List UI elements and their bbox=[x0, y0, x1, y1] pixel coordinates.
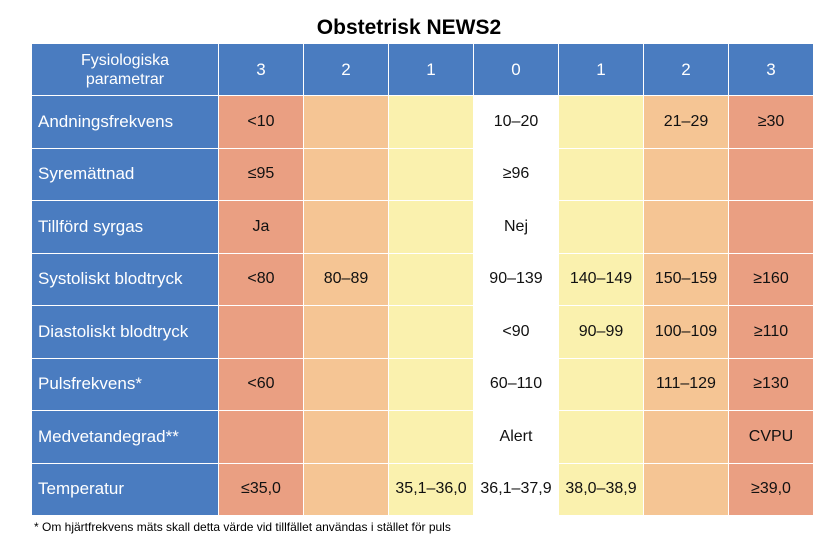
table-cell: CVPU bbox=[728, 410, 814, 464]
table-cell bbox=[303, 357, 389, 411]
table-cell bbox=[388, 410, 474, 464]
parameter-label: Medvetandegrad** bbox=[31, 410, 219, 464]
table-cell: ≤95 bbox=[218, 147, 304, 201]
table-cell: ≥110 bbox=[728, 305, 814, 359]
table-row: Andningsfrekvens <10 10–20 21–29 ≥30 bbox=[31, 95, 814, 149]
table-row: Pulsfrekvens* <60 60–110 111–129 ≥130 bbox=[31, 357, 814, 411]
table-cell: 21–29 bbox=[643, 95, 729, 149]
table-cell: 36,1–37,9 bbox=[473, 462, 559, 516]
table-cell bbox=[558, 357, 644, 411]
table-cell: 100–109 bbox=[643, 305, 729, 359]
table-cell: ≥130 bbox=[728, 357, 814, 411]
parameter-label: Tillförd syrgas bbox=[31, 200, 219, 254]
table-cell bbox=[388, 357, 474, 411]
table-cell bbox=[558, 200, 644, 254]
table-cell bbox=[388, 147, 474, 201]
table-cell: 35,1–36,0 bbox=[388, 462, 474, 516]
table-cell bbox=[643, 147, 729, 201]
table-cell bbox=[218, 410, 304, 464]
table-cell: <80 bbox=[218, 252, 304, 306]
footnote: * Om hjärtfrekvens mäts skall detta värd… bbox=[34, 520, 451, 534]
table-cell: <10 bbox=[218, 95, 304, 149]
table-cell: 80–89 bbox=[303, 252, 389, 306]
parameter-label: Pulsfrekvens* bbox=[31, 357, 219, 411]
score-header: 3 bbox=[218, 43, 304, 96]
table-cell bbox=[643, 200, 729, 254]
table-cell bbox=[558, 95, 644, 149]
table-cell bbox=[303, 305, 389, 359]
table-cell: 150–159 bbox=[643, 252, 729, 306]
parameter-header-line1: Fysiologiska bbox=[80, 51, 170, 69]
table-row: Temperatur ≤35,0 35,1–36,0 36,1–37,9 38,… bbox=[31, 462, 814, 516]
table-row: Tillförd syrgas Ja Nej bbox=[31, 200, 814, 254]
table-cell: 38,0–38,9 bbox=[558, 462, 644, 516]
table-cell: 60–110 bbox=[473, 357, 559, 411]
parameter-label: Temperatur bbox=[31, 462, 219, 516]
table-cell bbox=[388, 95, 474, 149]
table-cell bbox=[388, 252, 474, 306]
table-cell bbox=[218, 305, 304, 359]
table-cell: 90–139 bbox=[473, 252, 559, 306]
table-cell bbox=[728, 147, 814, 201]
table-cell bbox=[303, 410, 389, 464]
table-cell: 140–149 bbox=[558, 252, 644, 306]
table-cell: ≥160 bbox=[728, 252, 814, 306]
parameter-label: Systoliskt blodtryck bbox=[31, 252, 219, 306]
score-header: 3 bbox=[728, 43, 814, 96]
table-cell bbox=[558, 147, 644, 201]
table-cell: ≥96 bbox=[473, 147, 559, 201]
parameter-label: Syremättnad bbox=[31, 147, 219, 201]
table-cell: Ja bbox=[218, 200, 304, 254]
table-cell bbox=[643, 462, 729, 516]
table-cell bbox=[303, 200, 389, 254]
table-row: Medvetandegrad** Alert CVPU bbox=[31, 410, 814, 464]
table-row: Syremättnad ≤95 ≥96 bbox=[31, 147, 814, 201]
table-row: Systoliskt blodtryck <80 80–89 90–139 14… bbox=[31, 252, 814, 306]
table-cell: <60 bbox=[218, 357, 304, 411]
table-cell: 90–99 bbox=[558, 305, 644, 359]
table-cell bbox=[388, 200, 474, 254]
score-header: 2 bbox=[643, 43, 729, 96]
table-cell: 111–129 bbox=[643, 357, 729, 411]
score-header: 1 bbox=[388, 43, 474, 96]
table-cell: ≤35,0 bbox=[218, 462, 304, 516]
table-cell: <90 bbox=[473, 305, 559, 359]
score-header: 0 bbox=[473, 43, 559, 96]
parameter-label: Andningsfrekvens bbox=[31, 95, 219, 149]
parameter-label: Diastoliskt blodtryck bbox=[31, 305, 219, 359]
table-cell bbox=[558, 410, 644, 464]
table-cell bbox=[388, 305, 474, 359]
table-title: Obstetrisk NEWS2 bbox=[316, 16, 502, 39]
parameter-column-header: Fysiologiska parametrar bbox=[31, 43, 219, 96]
table-cell: Nej bbox=[473, 200, 559, 254]
table-cell: ≥30 bbox=[728, 95, 814, 149]
table-cell: 10–20 bbox=[473, 95, 559, 149]
score-header: 1 bbox=[558, 43, 644, 96]
table-cell: Alert bbox=[473, 410, 559, 464]
table-cell bbox=[643, 410, 729, 464]
table-cell: ≥39,0 bbox=[728, 462, 814, 516]
header-row: Fysiologiska parametrar 3 2 1 0 1 2 3 bbox=[31, 43, 814, 96]
parameter-header-line2: parametrar bbox=[85, 70, 165, 88]
table-row: Diastoliskt blodtryck <90 90–99 100–109 … bbox=[31, 305, 814, 359]
news2-score-table: Fysiologiska parametrar 3 2 1 0 1 2 3 An… bbox=[31, 43, 814, 516]
table-cell bbox=[303, 462, 389, 516]
table-cell bbox=[303, 147, 389, 201]
score-header: 2 bbox=[303, 43, 389, 96]
table-cell bbox=[728, 200, 814, 254]
table-cell bbox=[303, 95, 389, 149]
